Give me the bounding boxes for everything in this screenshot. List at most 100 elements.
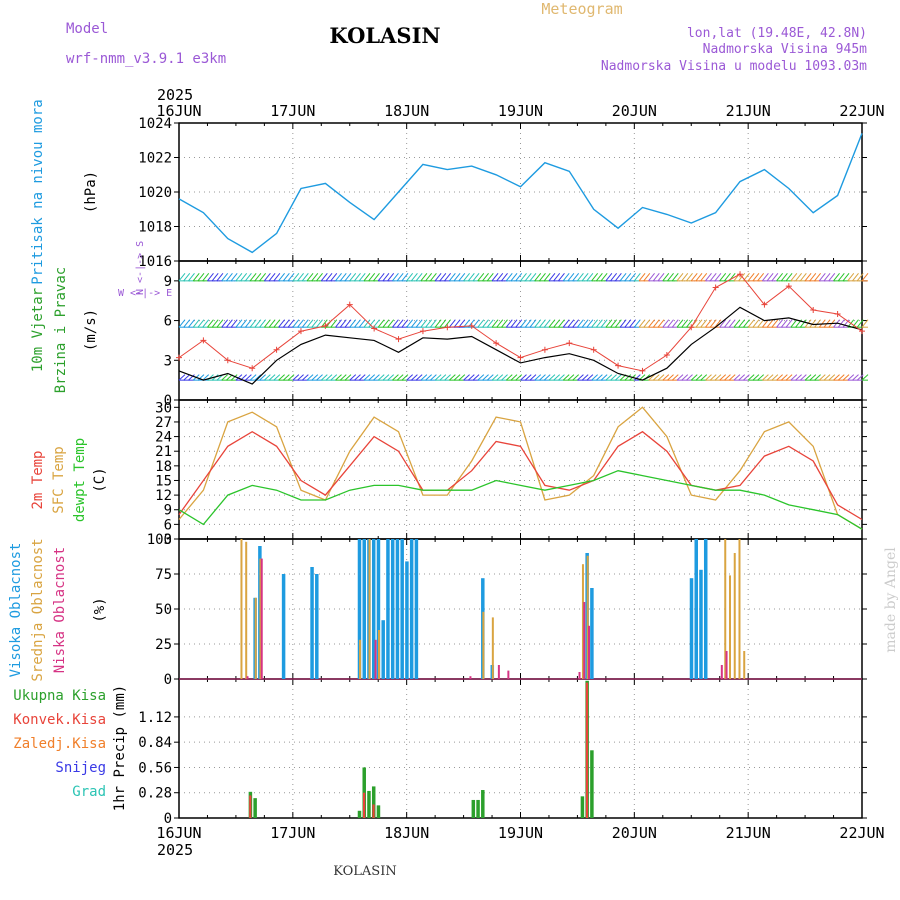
precip-bar bbox=[357, 810, 362, 818]
precip-bar bbox=[580, 796, 585, 818]
wind-barb bbox=[178, 319, 186, 328]
wind-barb bbox=[605, 319, 613, 328]
wind-barb bbox=[249, 319, 257, 328]
cloud-bar bbox=[414, 539, 419, 679]
precip-bar bbox=[372, 804, 375, 818]
wind-barb bbox=[719, 374, 727, 381]
wind-barb bbox=[643, 273, 651, 282]
wind-barb bbox=[638, 273, 646, 282]
y-tick-label: 100 bbox=[147, 532, 172, 548]
wind-barb bbox=[482, 374, 489, 381]
wind-barb bbox=[600, 273, 608, 282]
wind-barb bbox=[600, 374, 608, 381]
pressure-line bbox=[178, 133, 863, 254]
wind-barb bbox=[411, 374, 418, 381]
wind-barb bbox=[444, 319, 452, 328]
wind-barb bbox=[363, 273, 371, 282]
wind-barb bbox=[747, 374, 755, 381]
wind-barb bbox=[553, 374, 561, 381]
x-axis-label-top: 20JUN bbox=[612, 102, 657, 120]
cloud-bar bbox=[371, 539, 376, 679]
wind-barb bbox=[624, 273, 632, 282]
wind-barb bbox=[259, 273, 267, 282]
wind-barb bbox=[358, 273, 366, 282]
wind-speed-line bbox=[178, 306, 863, 385]
wind-barb bbox=[297, 319, 304, 328]
wind-barb bbox=[311, 374, 319, 381]
wind-barb bbox=[197, 273, 205, 282]
x-axis-label-top: 18JUN bbox=[384, 102, 429, 120]
wind-barb bbox=[861, 374, 869, 381]
wind-barb bbox=[240, 273, 248, 282]
wind-barb bbox=[515, 319, 523, 328]
y-tick-label: 24 bbox=[155, 430, 172, 446]
station-title: KOLASIN bbox=[329, 23, 440, 48]
wind-barb bbox=[278, 374, 285, 381]
wind-barb bbox=[771, 374, 779, 381]
precip-legend-item: Konvek.Kisa bbox=[13, 712, 106, 728]
wind-barb bbox=[429, 319, 437, 328]
wind-barb bbox=[425, 374, 432, 381]
precip-bar bbox=[362, 792, 366, 818]
cloud-bar bbox=[703, 539, 708, 679]
wind-barb bbox=[695, 319, 703, 328]
wind-gust-marker bbox=[419, 328, 426, 335]
wind-barb bbox=[501, 273, 508, 282]
wind-gust-marker bbox=[737, 271, 744, 278]
wind-barb bbox=[330, 273, 338, 282]
wind-gust-marker bbox=[200, 337, 207, 344]
wind-barb bbox=[520, 273, 527, 282]
wind-barb bbox=[235, 273, 243, 282]
wind-barb bbox=[643, 319, 651, 328]
wind-barb bbox=[287, 374, 295, 381]
cloud-bar bbox=[245, 541, 248, 679]
wind-barb bbox=[610, 374, 617, 381]
wind-barb bbox=[368, 273, 376, 282]
wind-barb bbox=[648, 319, 655, 328]
wind-barb bbox=[501, 319, 508, 328]
wind-barb bbox=[790, 319, 798, 328]
wind-barb bbox=[259, 319, 267, 328]
wind-barb bbox=[387, 374, 395, 381]
wind-barb bbox=[856, 374, 864, 381]
wind-barb bbox=[510, 374, 518, 381]
wind-barb bbox=[382, 319, 390, 328]
wind-barb bbox=[799, 273, 807, 282]
wind-barb bbox=[762, 273, 769, 282]
y-tick-label: 21 bbox=[155, 444, 172, 460]
wind-barb bbox=[591, 273, 599, 282]
precip-legend-item: Zaledj.Kisa bbox=[13, 736, 106, 752]
wind-barb bbox=[221, 319, 229, 328]
y-tick-label: 3 bbox=[164, 353, 172, 369]
wind-barb bbox=[548, 319, 556, 328]
wind-barb bbox=[467, 374, 475, 381]
wind-barb bbox=[316, 273, 323, 282]
wind-barb bbox=[700, 273, 708, 282]
wind-barb bbox=[534, 374, 542, 381]
cloud-bar bbox=[378, 630, 381, 679]
y-tick-label: 75 bbox=[155, 567, 172, 583]
cloud-bar bbox=[694, 539, 698, 679]
wind-barb bbox=[728, 374, 736, 381]
wind-barb bbox=[586, 374, 594, 381]
precip-bar bbox=[585, 682, 589, 818]
wind-barb bbox=[524, 374, 532, 381]
wind-barb bbox=[657, 319, 665, 328]
wind-barb bbox=[287, 273, 295, 282]
wind-barb bbox=[614, 273, 622, 282]
wind-barb bbox=[406, 374, 414, 381]
wind-gust-marker bbox=[395, 336, 402, 343]
wind-barb bbox=[785, 374, 793, 381]
wind-barb bbox=[558, 273, 565, 282]
cloud-bar bbox=[733, 553, 736, 679]
wind-barb bbox=[719, 319, 727, 328]
wind-gust-marker bbox=[493, 340, 500, 347]
wind-barb bbox=[577, 319, 584, 328]
wind-barb bbox=[197, 319, 205, 328]
wind-gust-marker bbox=[859, 328, 865, 335]
wind-barb bbox=[662, 374, 670, 381]
wind-barb bbox=[505, 374, 513, 381]
x-axis-label-bottom: 22JUN bbox=[839, 824, 884, 842]
wind-barb bbox=[515, 273, 523, 282]
wind-label-2: Brzina i Pravac bbox=[53, 267, 69, 393]
